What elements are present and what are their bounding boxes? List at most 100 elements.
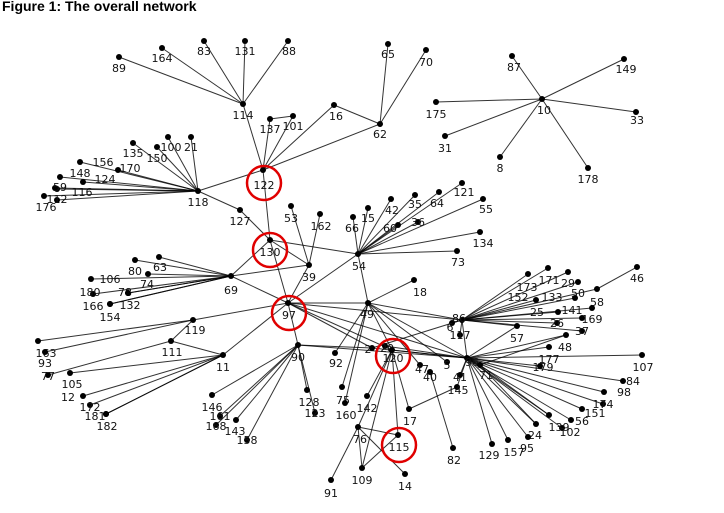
edge-86-25 (461, 311, 559, 321)
edge-96-157 (466, 357, 509, 441)
node-8: 8 (497, 154, 504, 175)
node-label: 174 (593, 398, 614, 411)
edge-39-162 (308, 213, 321, 266)
node-dot (525, 271, 531, 277)
node-dot (594, 286, 600, 292)
edge-76-109 (357, 426, 363, 469)
node-label: 31 (438, 142, 452, 155)
node-label: 37 (575, 325, 589, 338)
node-dot (304, 387, 310, 393)
node-dot (365, 205, 371, 211)
node-dot (450, 445, 456, 451)
edge-101-122 (262, 115, 294, 171)
edge-130-39 (269, 239, 310, 266)
edge-86-169 (461, 317, 583, 321)
node-114: 114 (233, 101, 254, 122)
edge-118-124 (82, 181, 199, 192)
node-label: 46 (630, 272, 644, 285)
node-149: 149 (616, 56, 637, 76)
node-49: 49 (360, 300, 374, 321)
node-dot (621, 56, 627, 62)
node-73: 73 (451, 248, 465, 269)
node-label: 168 (206, 420, 227, 433)
node-label: 166 (83, 300, 104, 313)
edge-11-182 (105, 354, 224, 415)
node-label: 25 (530, 306, 544, 319)
node-6: 6 (447, 320, 455, 334)
node-54: 54 (352, 251, 366, 273)
node-label: 101 (283, 120, 304, 133)
edge-58-46 (596, 266, 638, 290)
node-label: 21 (184, 141, 198, 154)
node-dot (115, 167, 121, 173)
node-dot (103, 411, 109, 417)
node-dot (339, 384, 345, 390)
node-label: 130 (260, 246, 281, 259)
node-label: 139 (549, 421, 570, 434)
node-115: 115 (389, 432, 410, 454)
node-label: 17 (403, 415, 417, 428)
node-dot (589, 305, 595, 311)
node-label: 115 (389, 441, 410, 454)
node-label: 12 (61, 391, 75, 404)
node-47: 47 (415, 362, 429, 376)
node-dot (449, 320, 455, 326)
node-dot (328, 477, 334, 483)
node-143: 143 (225, 417, 246, 438)
edge-86-133 (461, 297, 576, 321)
node-label: 92 (329, 357, 343, 370)
node-117: 117 (450, 329, 471, 342)
edge-119-93 (44, 319, 194, 353)
highlight-layer (245, 164, 418, 464)
node-dot (188, 134, 194, 140)
node-31: 31 (438, 133, 452, 155)
node-label: 149 (616, 63, 637, 76)
node-label: 5 (444, 359, 451, 372)
node-dot (364, 393, 370, 399)
edge-96-129 (466, 357, 493, 445)
edge-118-122 (197, 169, 264, 192)
edge-86-171 (461, 267, 549, 321)
node-161: 161 (210, 410, 231, 423)
node-88: 88 (282, 38, 296, 58)
node-131: 131 (235, 38, 256, 58)
node-dot (267, 237, 273, 243)
node-label: 124 (95, 173, 116, 186)
node-label: 146 (202, 401, 223, 414)
node-label: 131 (235, 45, 256, 58)
node-label: 15 (361, 212, 375, 225)
edge-130-69 (230, 239, 271, 277)
edge-11-172 (89, 354, 224, 406)
node-dot (125, 290, 131, 296)
node-label: 150 (147, 152, 168, 165)
node-label: 54 (352, 260, 366, 273)
node-label: 55 (479, 203, 493, 216)
edge-54-36 (357, 221, 419, 255)
node-label: 177 (539, 353, 560, 366)
edge-54-55 (357, 198, 484, 255)
node-84: 84 (620, 375, 640, 388)
node-dot (568, 417, 574, 423)
edge-122-130 (262, 169, 271, 241)
node-label: 39 (302, 271, 316, 284)
node-dot (90, 291, 96, 297)
node-dot (145, 271, 151, 277)
node-dot (342, 400, 348, 406)
node-label: 105 (62, 378, 83, 391)
node-100: 100 (161, 134, 182, 154)
node-dot (306, 262, 312, 268)
edge-54-73 (357, 250, 458, 255)
node-dot (459, 180, 465, 186)
node-label: 59 (53, 181, 67, 194)
edge-62-122 (262, 123, 381, 171)
node-label: 89 (112, 62, 126, 75)
edge-10-178 (541, 98, 589, 169)
node-dot (464, 355, 470, 361)
node-label: 148 (70, 167, 91, 180)
node-16: 16 (329, 102, 343, 123)
edge-11-12 (82, 354, 224, 397)
node-dot (312, 410, 318, 416)
node-label: 135 (123, 147, 144, 160)
node-dot (423, 47, 429, 53)
node-label: 80 (128, 265, 142, 278)
